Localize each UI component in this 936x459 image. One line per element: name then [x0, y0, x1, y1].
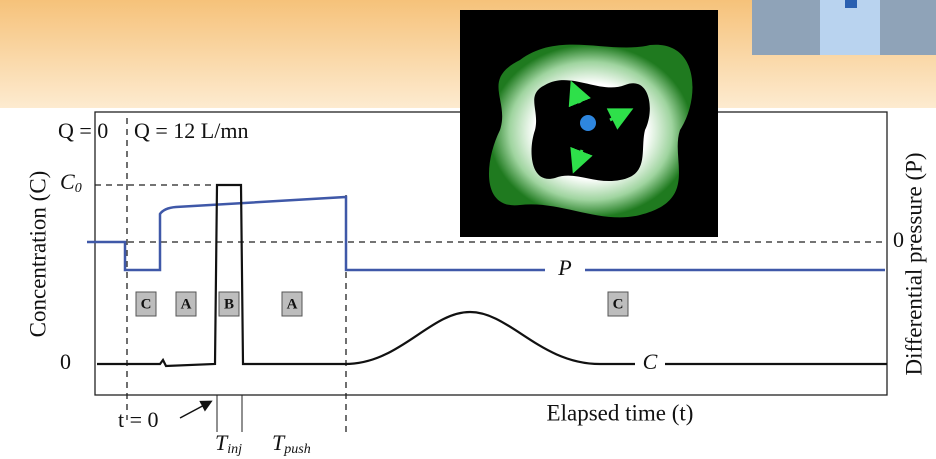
phase-box — [218, 291, 240, 317]
c0-main: C — [60, 169, 75, 194]
phase-label: C — [141, 296, 152, 312]
phase-box — [607, 291, 629, 317]
p-zero-tick: 0 — [893, 227, 904, 252]
c-curve-label: C — [643, 349, 658, 374]
tinj-main: T — [215, 430, 229, 455]
inset-hole — [531, 80, 650, 182]
phase-box — [281, 291, 303, 317]
phase-label: B — [224, 296, 234, 312]
tinj-label: Tinj — [215, 430, 242, 457]
t0-label: t = 0 — [118, 407, 159, 432]
flow-label: Q = 12 L/mn — [134, 118, 248, 143]
phase-box — [175, 291, 197, 317]
tpush-sub: push — [283, 442, 310, 457]
concentration-curve — [97, 183, 887, 368]
pressure-curve — [87, 195, 885, 272]
zero-tick: 0 — [60, 349, 71, 374]
y-axis-title: Concentration (C) — [25, 171, 50, 338]
tinj-sub: inj — [227, 442, 242, 457]
inset-source — [580, 115, 596, 131]
corner-image-panel — [820, 0, 880, 55]
inset-arrow — [606, 108, 634, 130]
flow-label: Q = 0 — [58, 118, 108, 143]
p-curve-label: P — [557, 255, 571, 280]
corner-image-mark — [845, 0, 857, 8]
inset-arrow — [568, 80, 591, 108]
y2-axis-title: Differential pressure (P) — [901, 152, 926, 375]
c0-tick: C0 — [60, 169, 82, 196]
x-axis-title: Elapsed time (t) — [547, 400, 694, 425]
inset-arrow — [570, 146, 593, 174]
phase-label: A — [181, 296, 192, 312]
c0-sub: 0 — [75, 181, 82, 196]
tpush-label: Tpush — [272, 430, 311, 457]
t0-arrow — [179, 400, 213, 419]
phase-box — [135, 291, 157, 317]
phase-label: C — [613, 296, 624, 312]
tpush-main: T — [272, 430, 286, 455]
phase-label: A — [287, 296, 298, 312]
